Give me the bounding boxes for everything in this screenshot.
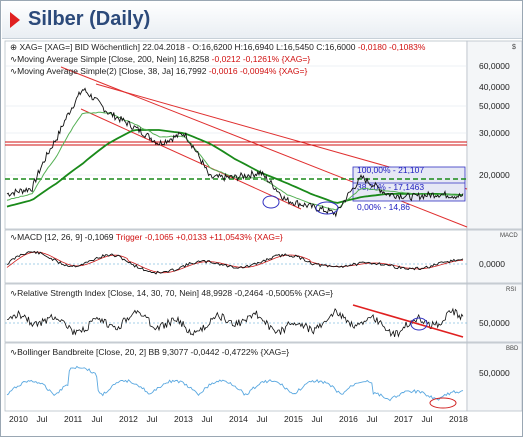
ma-icon: ∿ [10, 288, 18, 298]
rsi-ytick: 50,0000 [479, 318, 510, 328]
chart-svg[interactable]: 100,00% - 21,107 38,20% - 17,1463 0,00% … [1, 39, 522, 435]
rsi-legend-text: Relative Strength Index [Close, 14, 30, … [17, 288, 334, 298]
bottom-marker-2 [315, 201, 339, 215]
price-ytick: 30,0000 [479, 128, 510, 138]
rsi-legend: ∿Relative Strength Index [Close, 14, 30,… [10, 288, 333, 299]
rsi-tag: RSI [506, 287, 516, 293]
x-tick-label: 2016 [339, 414, 358, 424]
macd-line [6, 250, 464, 275]
macd-axis-bg [466, 229, 522, 284]
legend-ma38-change: -0,0016 -0,0094% {XAG=} [208, 66, 308, 76]
macd-trigger-text: Trigger -0,1065 +0,0133 +11,0543% {XAG=} [115, 232, 283, 242]
title-arrow-icon [10, 12, 20, 28]
legend-ohlc: [XAG=] BID Wöchentlich] 22.04.2018 - O:1… [44, 42, 358, 52]
x-tick-label: 2015 [284, 414, 303, 424]
channel-line-lower [80, 108, 302, 210]
bb-axis-bg [466, 342, 522, 412]
fib-label-bottom: 0,00% - 14,86 [357, 202, 410, 212]
x-tick-label: 2011 [64, 414, 83, 424]
x-tick-label: Jul [92, 414, 103, 424]
rsi-line [6, 307, 464, 338]
macd-panel-border [4, 229, 468, 284]
legend-symbol: XAG= [19, 42, 43, 52]
price-ytick: 60,0000 [479, 61, 510, 71]
fib-label-top: 100,00% - 21,107 [357, 165, 424, 175]
macd-legend-text: MACD [12, 26, 9] -0,1069 [17, 232, 116, 242]
rsi-trendline [352, 304, 464, 338]
chart-header: Silber (Daily) [2, 2, 522, 39]
price-ytick: 50,0000 [479, 101, 510, 111]
chart-title: Silber (Daily) [28, 8, 151, 30]
bb-panel: 50,0000 BBD [4, 342, 522, 412]
rsi-marker [410, 317, 428, 331]
macd-tag: MACD [500, 233, 518, 239]
ma-icon: ∿ [10, 54, 18, 64]
x-axis: 2010 Jul 2011 Jul 2012 Jul 2013 Jul 2014 Jul 2015 J… [9, 414, 468, 424]
price-panel: 100,00% - 21,107 38,20% - 17,1463 0,00% … [4, 40, 522, 230]
x-tick-label: Jul [37, 414, 48, 424]
legend-ma200-change: -0,0212 -0,1261% {XAG=} [211, 54, 311, 64]
bb-panel-border [4, 342, 468, 412]
macd-trigger-line [6, 251, 464, 274]
x-tick-label: Jul [422, 414, 433, 424]
legend-ma38: Moving Average Simple(2) [Close, 38, Ja]… [17, 66, 209, 76]
x-tick-label: Jul [367, 414, 378, 424]
bottom-marker-1 [262, 195, 280, 209]
price-axis-bg [466, 40, 522, 230]
x-tick-label: 2010 [9, 414, 28, 424]
price-legend-line-1: ⊕ XAG= [XAG=] BID Wöchentlich] 22.04.201… [10, 42, 425, 53]
x-tick-label: Jul [257, 414, 268, 424]
macd-panel: 0,0000 MACD [4, 229, 522, 284]
bb-marker [429, 397, 457, 409]
bb-legend: ∿Bollinger Bandbreite [Close, 20, 2] BB … [10, 347, 289, 358]
macd-legend: ∿MACD [12, 26, 9] -0,1069 Trigger -0,106… [10, 232, 283, 243]
price-legend-line-2: ∿Moving Average Simple [Close, 200, Nein… [10, 54, 310, 65]
x-tick-label: Jul [202, 414, 213, 424]
bb-line [6, 365, 464, 402]
legend-ma200: Moving Average Simple [Close, 200, Nein]… [17, 54, 212, 64]
currency-label: $ [512, 44, 516, 51]
x-tick-label: 2017 [394, 414, 413, 424]
bb-legend-text: Bollinger Bandbreite [Close, 20, 2] BB 9… [17, 347, 290, 357]
legend-change: -0,0180 -0,1083% [357, 42, 426, 52]
legend-crosshair-icon: ⊕ [10, 42, 20, 52]
price-ytick: 20,0000 [479, 170, 510, 180]
macd-ytick: 0,0000 [479, 259, 505, 269]
rsi-axis-bg [466, 283, 522, 343]
fib-label-mid: 38,20% - 17,1463 [357, 182, 424, 192]
ma-icon: ∿ [10, 347, 18, 357]
price-line [6, 87, 464, 218]
ma-icon: ∿ [10, 232, 18, 242]
x-tick-label: Jul [312, 414, 323, 424]
x-tick-label: Jul [147, 414, 158, 424]
ma-icon: ∿ [10, 66, 18, 76]
bb-ytick: 50,0000 [479, 368, 510, 378]
ma38-line [6, 111, 464, 211]
x-tick-label: 2013 [174, 414, 193, 424]
rsi-panel: 50,0000 RSI [4, 283, 522, 343]
x-tick-label: 2018 [449, 414, 468, 424]
price-legend-line-3: ∿Moving Average Simple(2) [Close, 38, Ja… [10, 66, 307, 77]
price-ytick: 40,0000 [479, 82, 510, 92]
x-tick-label: 2014 [229, 414, 248, 424]
x-tick-label: 2012 [119, 414, 138, 424]
bb-tag: BBD [506, 346, 519, 352]
